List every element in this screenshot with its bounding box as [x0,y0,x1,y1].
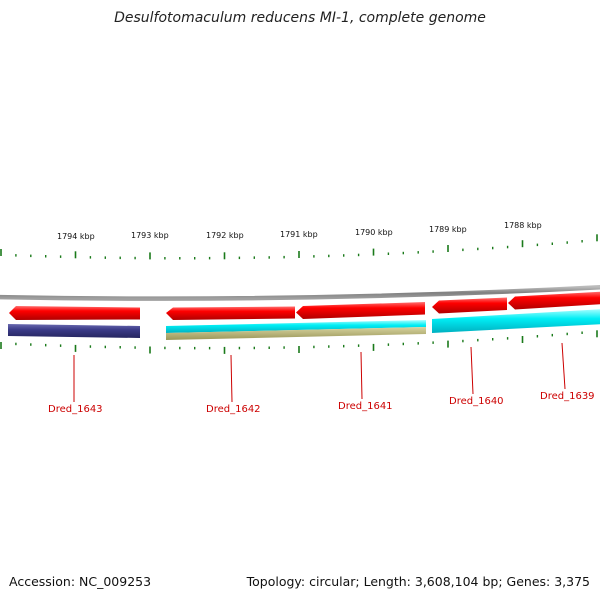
genome-backbone [0,285,600,301]
gene-label-dred-1642: Dred_1642 [206,404,261,415]
genome-stats-label: Topology: circular; Length: 3,608,104 bp… [246,574,590,589]
scale-label: 1794 kbp [57,232,95,241]
scale-label: 1791 kbp [280,230,318,239]
scale-ticks-top [0,234,598,260]
feature-block-navy [8,324,140,338]
cds-arrow-dred-1639 [508,291,600,310]
leader-line [230,354,233,403]
scale-label: 1788 kbp [504,221,542,230]
scale-label: 1789 kbp [429,225,467,234]
feature-track [8,309,600,340]
feature-block-cyan-right [432,309,600,333]
gene-label-dred-1641: Dred_1641 [338,401,393,412]
map-title: Desulfotomaculum reducens MI-1, complete… [114,10,486,26]
scale-label: 1792 kbp [206,231,244,240]
gene-labels: Dred_1643 Dred_1642 Dred_1641 Dred_1640 … [48,391,595,415]
gene-label-dred-1639: Dred_1639 [540,391,595,402]
cds-arrow-dred-1643 [9,306,140,320]
scale-ticks-bottom [0,330,598,354]
cds-arrow-dred-1641 [296,302,425,319]
leader-line [561,342,566,390]
gene-label-dred-1643: Dred_1643 [48,404,103,415]
scale-labels: 1794 kbp 1793 kbp 1792 kbp 1791 kbp 1790… [57,221,542,241]
feature-block-olive [166,327,426,340]
scale-label: 1790 kbp [355,228,393,237]
cds-track [9,291,600,320]
cds-arrow-dred-1640 [432,297,507,314]
cds-arrow-dred-1642 [166,306,295,320]
feature-block-cyan [166,320,426,333]
gene-label-lines [73,342,566,403]
leader-line [470,346,474,395]
leader-line [360,351,363,400]
scale-label: 1793 kbp [131,231,169,240]
gene-label-dred-1640: Dred_1640 [449,396,504,407]
accession-label: Accession: NC_009253 [9,574,152,589]
